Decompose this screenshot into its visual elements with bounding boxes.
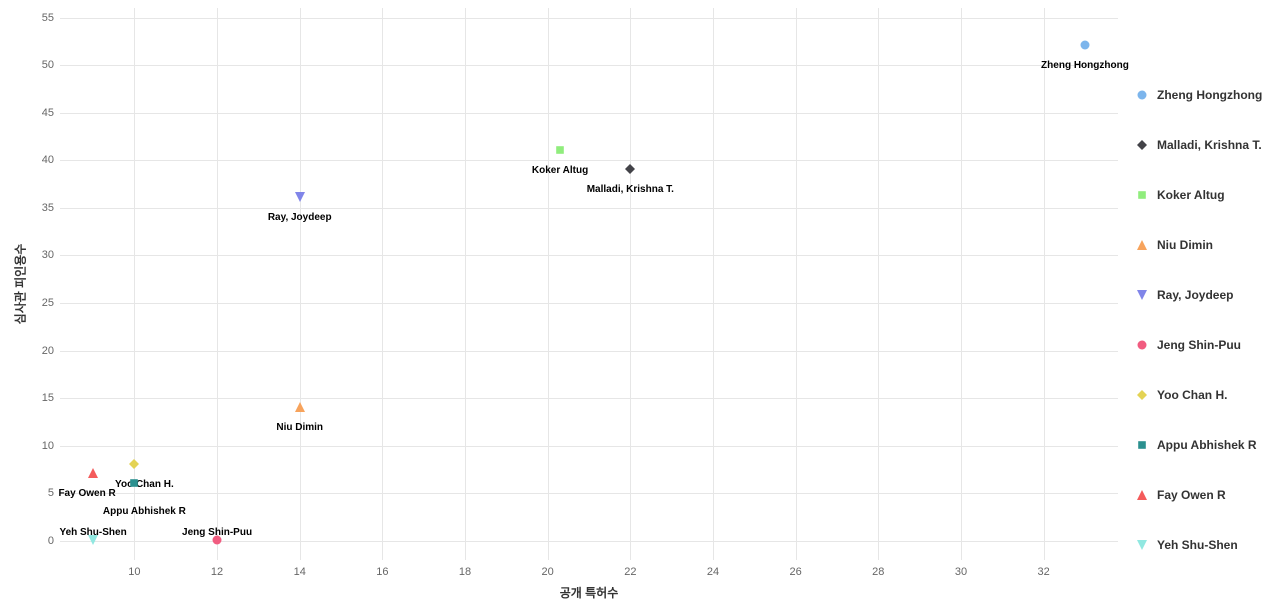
legend-item[interactable]: Jeng Shin-Puu	[1135, 335, 1262, 355]
circle-icon	[1135, 88, 1149, 102]
legend-item[interactable]: Appu Abhishek R	[1135, 435, 1262, 455]
legend-label: Fay Owen R	[1157, 488, 1226, 502]
diamond-icon	[1135, 138, 1149, 152]
legend: Zheng Hongzhong Malladi, Krishna T. Koker …	[1135, 85, 1262, 585]
diamond-icon	[1135, 388, 1149, 402]
gridline-vertical	[796, 8, 797, 560]
gridline-vertical	[630, 8, 631, 560]
y-tick-label: 45	[42, 107, 54, 119]
x-tick-label: 26	[790, 566, 802, 578]
gridline-horizontal	[60, 351, 1118, 352]
gridline-horizontal	[60, 255, 1118, 256]
y-tick-label: 25	[42, 297, 54, 309]
gridline-vertical	[548, 8, 549, 560]
y-tick-label: 15	[42, 392, 54, 404]
y-tick-label: 50	[42, 59, 54, 71]
legend-label: Appu Abhishek R	[1157, 438, 1257, 452]
gridline-vertical	[465, 8, 466, 560]
gridline-horizontal	[60, 113, 1118, 114]
gridline-horizontal	[60, 18, 1118, 19]
x-tick-label: 20	[542, 566, 554, 578]
x-tick-label: 10	[128, 566, 140, 578]
gridline-vertical	[878, 8, 879, 560]
x-tick-label: 30	[955, 566, 967, 578]
gridline-vertical	[217, 8, 218, 560]
gridline-horizontal	[60, 446, 1118, 447]
point-zheng-hongzhong[interactable]	[1080, 37, 1090, 55]
point-label: Zheng Hongzhong	[1041, 60, 1129, 71]
gridline-horizontal	[60, 398, 1118, 399]
scatter-chart: Zheng Hongzhong Malladi, Krishna T. Koker …	[0, 0, 1280, 600]
gridline-horizontal	[60, 208, 1118, 209]
gridline-vertical	[713, 8, 714, 560]
y-axis-title: 심사관 피인용수	[12, 244, 29, 325]
point-appu-abhishek-r[interactable]	[129, 475, 139, 493]
point-label: Niu Dimin	[276, 422, 323, 433]
legend-item[interactable]: Niu Dimin	[1135, 235, 1262, 255]
x-tick-label: 22	[624, 566, 636, 578]
plot-area: Zheng HongzhongMalladi, Krishna T.Koker …	[60, 8, 1118, 560]
x-axis-title: 공개 특허수	[560, 584, 619, 601]
y-tick-label: 40	[42, 154, 54, 166]
legend-item[interactable]: Yoo Chan H.	[1135, 385, 1262, 405]
point-label: Fay Owen R	[58, 488, 115, 499]
x-tick-label: 12	[211, 566, 223, 578]
point-label: Koker Altug	[532, 165, 588, 176]
y-tick-label: 10	[42, 440, 54, 452]
point-label: Yoo Chan H.	[115, 479, 174, 490]
legend-item[interactable]: Ray, Joydeep	[1135, 285, 1262, 305]
gridline-vertical	[382, 8, 383, 560]
gridline-vertical	[300, 8, 301, 560]
legend-label: Yoo Chan H.	[1157, 388, 1227, 402]
point-koker-altug[interactable]	[555, 142, 565, 160]
triangle-up-icon	[1135, 488, 1149, 502]
gridline-vertical	[961, 8, 962, 560]
legend-item[interactable]: Yeh Shu-Shen	[1135, 535, 1262, 555]
triangle-down-icon	[1135, 288, 1149, 302]
legend-item[interactable]: Koker Altug	[1135, 185, 1262, 205]
gridline-horizontal	[60, 493, 1118, 494]
y-tick-label: 55	[42, 12, 54, 24]
point-ray-joydeep[interactable]	[295, 189, 305, 207]
square-icon	[1135, 188, 1149, 202]
gridline-horizontal	[60, 303, 1118, 304]
x-tick-label: 16	[376, 566, 388, 578]
x-tick-label: 14	[294, 566, 306, 578]
y-tick-label: 35	[42, 202, 54, 214]
x-tick-label: 18	[459, 566, 471, 578]
gridline-vertical	[1044, 8, 1045, 560]
y-tick-label: 30	[42, 249, 54, 261]
x-tick-label: 28	[872, 566, 884, 578]
x-tick-label: 32	[1037, 566, 1049, 578]
point-label: Jeng Shin-Puu	[182, 527, 252, 538]
legend-item[interactable]: Malladi, Krishna T.	[1135, 135, 1262, 155]
y-tick-label: 5	[48, 487, 54, 499]
legend-label: Niu Dimin	[1157, 238, 1213, 252]
point-fay-owen-r[interactable]	[88, 465, 98, 483]
point-niu-dimin[interactable]	[295, 399, 305, 417]
legend-label: Yeh Shu-Shen	[1157, 538, 1238, 552]
legend-item[interactable]: Zheng Hongzhong	[1135, 85, 1262, 105]
legend-item[interactable]: Fay Owen R	[1135, 485, 1262, 505]
x-tick-label: 24	[707, 566, 719, 578]
legend-label: Ray, Joydeep	[1157, 288, 1233, 302]
point-malladi-krishna-t-[interactable]	[625, 161, 635, 179]
gridline-horizontal	[60, 65, 1118, 66]
y-tick-label: 0	[48, 535, 54, 547]
point-label: Appu Abhishek R	[103, 506, 186, 517]
point-label: Ray, Joydeep	[268, 212, 332, 223]
triangle-up-icon	[1135, 238, 1149, 252]
gridline-horizontal	[60, 160, 1118, 161]
legend-label: Jeng Shin-Puu	[1157, 338, 1241, 352]
legend-label: Zheng Hongzhong	[1157, 88, 1262, 102]
y-tick-label: 20	[42, 345, 54, 357]
point-label: Yeh Shu-Shen	[59, 527, 126, 538]
point-label: Malladi, Krishna T.	[587, 184, 674, 195]
point-yoo-chan-h-[interactable]	[129, 456, 139, 474]
circle-icon	[1135, 338, 1149, 352]
legend-label: Malladi, Krishna T.	[1157, 138, 1262, 152]
triangle-down-icon	[1135, 538, 1149, 552]
legend-label: Koker Altug	[1157, 188, 1225, 202]
square-icon	[1135, 438, 1149, 452]
